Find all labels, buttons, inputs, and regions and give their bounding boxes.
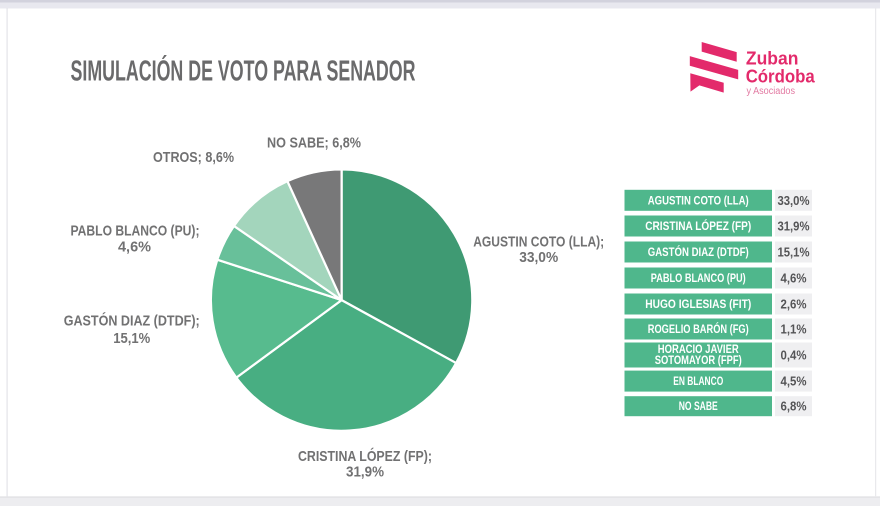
svg-text:GASTÓN DIAZ (DTDF);: GASTÓN DIAZ (DTDF); (64, 312, 200, 330)
svg-text:4,6%: 4,6% (118, 239, 151, 256)
svg-text:4,5%: 4,5% (781, 374, 807, 389)
svg-text:AGUSTIN COTO (LLA);: AGUSTIN COTO (LLA); (473, 234, 604, 251)
svg-text:PABLO BLANCO (PU): PABLO BLANCO (PU) (651, 271, 746, 285)
svg-text:ROGELIO BARÓN (FG): ROGELIO BARÓN (FG) (648, 321, 749, 336)
svg-text:NO SABE; 6,8%: NO SABE; 6,8% (267, 135, 361, 152)
svg-text:0,4%: 0,4% (781, 348, 807, 363)
svg-text:6,8%: 6,8% (781, 399, 807, 414)
svg-text:Zuban: Zuban (746, 47, 799, 68)
svg-text:OTROS; 8,6%: OTROS; 8,6% (153, 149, 234, 166)
svg-text:15,1%: 15,1% (113, 330, 150, 347)
svg-text:HUGO IGLESIAS (FIT): HUGO IGLESIAS (FIT) (645, 297, 751, 311)
svg-text:33,0%: 33,0% (519, 249, 558, 266)
svg-text:Córdoba: Córdoba (746, 66, 816, 87)
svg-text:CRISTINA LÓPEZ (FP): CRISTINA LÓPEZ (FP) (645, 218, 751, 233)
svg-text:SIMULACIÓN DE VOTO PARA SENADO: SIMULACIÓN DE VOTO PARA SENADOR (71, 53, 416, 87)
svg-text:2,6%: 2,6% (781, 297, 807, 312)
svg-text:GASTÓN DIAZ (DTDF): GASTÓN DIAZ (DTDF) (648, 244, 749, 259)
svg-text:31,9%: 31,9% (778, 219, 810, 234)
svg-text:31,9%: 31,9% (346, 463, 384, 480)
svg-text:NO SABE: NO SABE (679, 399, 718, 413)
svg-text:HORACIO JAVIER: HORACIO JAVIER (658, 342, 739, 356)
svg-text:EN BLANCO: EN BLANCO (673, 374, 723, 388)
svg-text:15,1%: 15,1% (778, 245, 810, 260)
svg-text:PABLO BLANCO (PU);: PABLO BLANCO (PU); (71, 223, 200, 240)
svg-text:y Asociados: y Asociados (747, 86, 796, 97)
svg-text:4,6%: 4,6% (781, 271, 807, 286)
svg-text:SOTOMAYOR (FPF): SOTOMAYOR (FPF) (655, 353, 742, 367)
svg-text:1,1%: 1,1% (781, 322, 807, 337)
svg-text:AGUSTIN COTO (LLA): AGUSTIN COTO (LLA) (648, 193, 749, 207)
svg-text:33,0%: 33,0% (778, 193, 810, 208)
svg-text:CRISTINA LÓPEZ (FP);: CRISTINA LÓPEZ (FP); (298, 447, 432, 465)
